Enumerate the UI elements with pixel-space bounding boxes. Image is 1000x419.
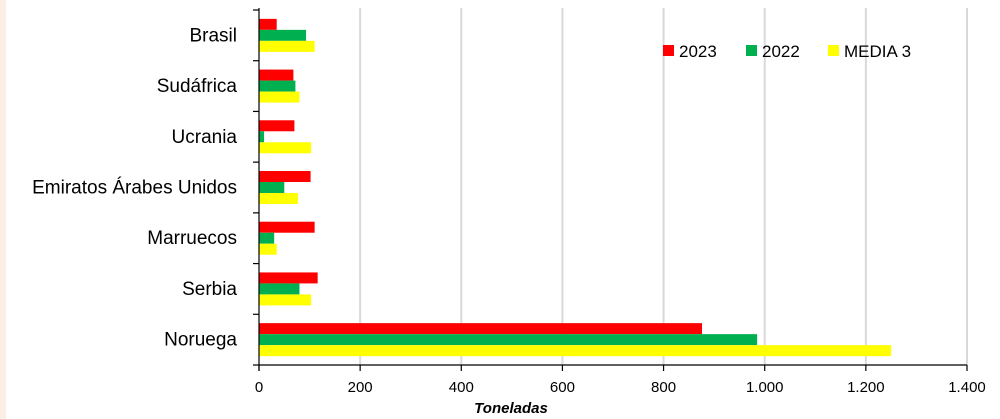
x-tick-label-2: 400 — [449, 379, 474, 396]
x-axis-title: Toneladas — [474, 400, 548, 417]
category-label-serbia: Serbia — [182, 279, 237, 300]
bar-emiratos-arabes-unidos-2023 — [259, 171, 311, 182]
bar-sudafrica-media-3 — [259, 91, 300, 103]
bars — [259, 18, 892, 357]
bar-brasil-media-3 — [259, 40, 315, 52]
bar-noruega-2022 — [259, 334, 758, 346]
legend-label-2022: 2022 — [762, 42, 800, 61]
axes — [253, 8, 968, 371]
category-label-ucrania: Ucrania — [172, 127, 238, 148]
legend: 2023 2022 MEDIA 3 — [663, 42, 911, 61]
bar-brasil-2023 — [259, 18, 277, 30]
x-tick-label-1: 200 — [348, 379, 373, 396]
bar-ucrania-2023 — [259, 120, 295, 132]
gridlines — [359, 8, 968, 365]
legend-swatch-2023 — [663, 45, 674, 56]
bar-ucrania-2022 — [259, 131, 265, 143]
bar-emiratos-arabes-unidos-2022 — [259, 182, 285, 193]
x-tick-label-6: 1.200 — [847, 379, 885, 396]
legend-label-2023: 2023 — [679, 42, 717, 61]
category-labels: Brasil Sudáfrica Ucrania Emiratos Árabes Un… — [32, 25, 237, 350]
bar-sudafrica-2023 — [259, 69, 294, 81]
bar-sudafrica-2022 — [259, 80, 296, 92]
x-tick-label-5: 1.000 — [746, 379, 784, 396]
category-label-sudafrica: Sudáfrica — [157, 76, 238, 97]
bar-marruecos-2023 — [259, 221, 315, 233]
bar-marruecos-2022 — [259, 232, 275, 244]
bar-ucrania-media-3 — [259, 142, 312, 154]
x-tick-label-4: 800 — [651, 379, 676, 396]
bar-serbia-2023 — [259, 272, 318, 284]
x-tick-label-7: 1.400 — [948, 379, 986, 396]
bar-emiratos-arabes-unidos-media-3 — [259, 193, 298, 204]
tick-labels: 0 200 400 600 800 1.000 1.200 1.400 — [255, 379, 986, 396]
bar-serbia-2022 — [259, 283, 300, 295]
legend-swatch-media-3 — [828, 45, 839, 56]
x-tick-label-3: 600 — [550, 379, 575, 396]
category-label-marruecos: Marruecos — [147, 228, 237, 249]
legend-label-media-3: MEDIA 3 — [844, 42, 911, 61]
bar-brasil-2022 — [259, 29, 307, 41]
category-label-brasil: Brasil — [189, 25, 237, 46]
bar-noruega-media-3 — [259, 345, 892, 357]
legend-swatch-2022 — [746, 45, 757, 56]
bar-marruecos-media-3 — [259, 243, 277, 255]
left-border-strip — [0, 0, 6, 419]
bar-noruega-2023 — [259, 323, 703, 335]
x-tick-label-0: 0 — [255, 379, 263, 396]
category-label-noruega: Noruega — [164, 330, 237, 351]
bar-serbia-media-3 — [259, 294, 312, 306]
category-label-emiratos-arabes-unidos: Emiratos Árabes Unidos — [32, 178, 237, 199]
